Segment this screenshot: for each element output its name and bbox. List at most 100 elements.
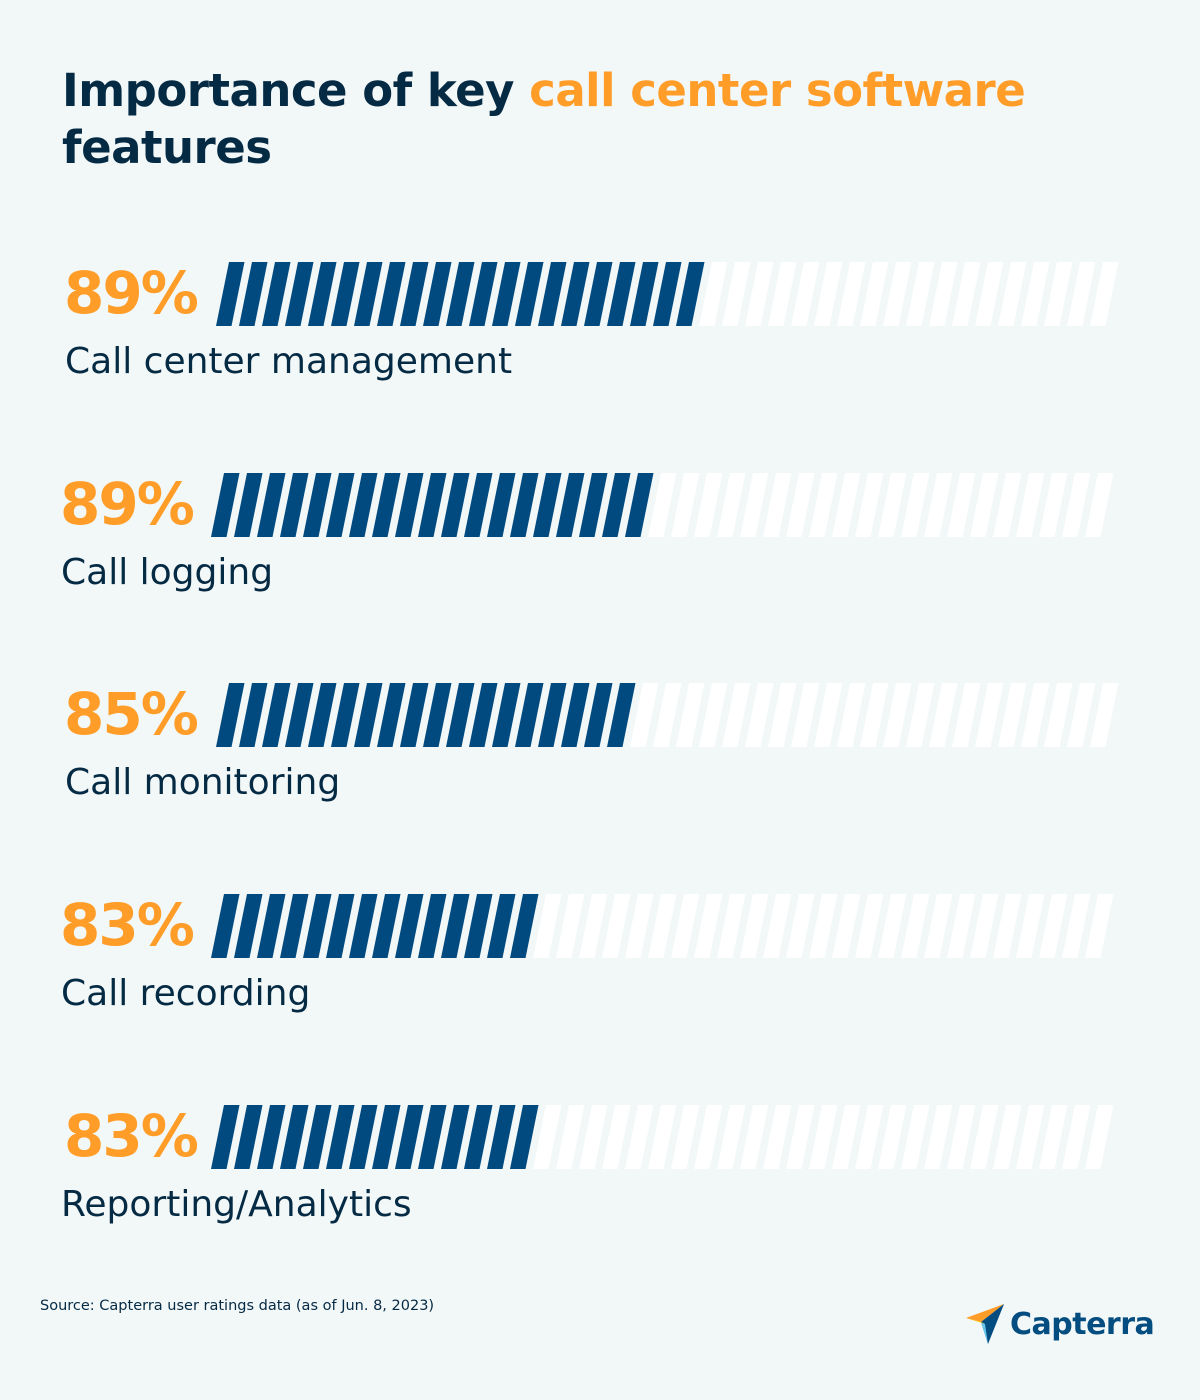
bar-segment-empty xyxy=(1044,683,1073,747)
bar-segment-filled xyxy=(492,262,521,326)
bar-segment-empty xyxy=(625,894,654,958)
bar-segment-filled xyxy=(418,894,447,958)
bar-segment-empty xyxy=(878,1105,907,1169)
bar-segment-empty xyxy=(694,473,723,537)
bar-segment-filled xyxy=(239,262,268,326)
bar-segment-empty xyxy=(878,894,907,958)
bar-segment-filled xyxy=(510,894,539,958)
feature-row: 85% Call monitoring xyxy=(0,680,1200,853)
segmented-bar xyxy=(211,894,1114,958)
bar-segment-filled xyxy=(584,262,613,326)
bar-segment-filled xyxy=(676,262,705,326)
bar-segment-empty xyxy=(717,894,746,958)
bar-segment-empty xyxy=(671,473,700,537)
bar-segment-empty xyxy=(602,894,631,958)
bar-segment-empty xyxy=(901,473,930,537)
bar-segment-filled xyxy=(441,1105,470,1169)
bar-segment-filled xyxy=(464,894,493,958)
bar-segment-empty xyxy=(763,894,792,958)
bar-segment-empty xyxy=(809,1105,838,1169)
feature-row: 89% Call center management xyxy=(0,259,1200,432)
bar-segment-empty xyxy=(860,683,889,747)
category-label: Call center management xyxy=(65,341,513,382)
bar-segment-filled xyxy=(625,473,654,537)
segmented-bar xyxy=(216,683,1119,747)
bar-segment-empty xyxy=(901,1105,930,1169)
bar-segment-empty xyxy=(1085,473,1114,537)
bar-segment-empty xyxy=(809,473,838,537)
bar-segment-filled xyxy=(234,1105,263,1169)
bar-segment-empty xyxy=(740,473,769,537)
capterra-arrow-icon xyxy=(966,1304,1004,1344)
bar-segment-filled xyxy=(464,473,493,537)
bar-segment-filled xyxy=(239,683,268,747)
bar-segment-empty xyxy=(533,1105,562,1169)
bar-segment-filled xyxy=(372,1105,401,1169)
bar-segment-empty xyxy=(1085,1105,1114,1169)
bar-segment-empty xyxy=(998,262,1027,326)
bar-segment-empty xyxy=(855,894,884,958)
bar-segment-empty xyxy=(1021,262,1050,326)
bar-segment-filled xyxy=(303,894,332,958)
bar-segment-filled xyxy=(234,894,263,958)
bar-segment-empty xyxy=(722,262,751,326)
value-label: 89% xyxy=(64,259,199,327)
bar-segment-filled xyxy=(395,894,424,958)
bar-segment-filled xyxy=(441,473,470,537)
bar-segment-empty xyxy=(768,262,797,326)
bar-segment-empty xyxy=(855,1105,884,1169)
bar-segment-empty xyxy=(860,262,889,326)
bar-segment-filled xyxy=(303,1105,332,1169)
bar-segment-empty xyxy=(786,894,815,958)
bar-segment-filled xyxy=(372,894,401,958)
bar-segment-filled xyxy=(400,683,429,747)
bar-segment-empty xyxy=(694,1105,723,1169)
bar-segment-filled xyxy=(653,262,682,326)
bar-segment-filled xyxy=(556,473,585,537)
bar-segment-filled xyxy=(487,473,516,537)
bar-segment-filled xyxy=(257,473,286,537)
bar-segment-empty xyxy=(1062,1105,1091,1169)
bar-segment-empty xyxy=(993,473,1022,537)
bar-segment-empty xyxy=(970,473,999,537)
bar-segment-empty xyxy=(740,1105,769,1169)
bar-segment-empty xyxy=(579,894,608,958)
bar-segment-empty xyxy=(745,683,774,747)
bar-segment-empty xyxy=(929,262,958,326)
bar-segment-empty xyxy=(653,683,682,747)
bar-segment-filled xyxy=(533,473,562,537)
bar-segment-empty xyxy=(998,683,1027,747)
bar-segment-empty xyxy=(947,1105,976,1169)
bar-segment-filled xyxy=(377,683,406,747)
category-label: Call recording xyxy=(61,973,311,1014)
bar-segment-filled xyxy=(510,473,539,537)
bar-segment-filled xyxy=(326,894,355,958)
bar-segment-filled xyxy=(308,262,337,326)
bar-segment-empty xyxy=(694,894,723,958)
bar-segment-empty xyxy=(1067,683,1096,747)
feature-row: 83% Reporting/Analytics xyxy=(0,1102,1200,1275)
bar-segment-empty xyxy=(556,894,585,958)
bar-segment-filled xyxy=(211,894,240,958)
bar-segment-empty xyxy=(832,473,861,537)
bar-segment-empty xyxy=(791,683,820,747)
bar-segment-empty xyxy=(1039,473,1068,537)
bar-segment-empty xyxy=(906,262,935,326)
bar-segment-empty xyxy=(814,262,843,326)
segmented-bar xyxy=(211,1105,1114,1169)
bar-segment-empty xyxy=(1021,683,1050,747)
bar-segment-filled xyxy=(372,473,401,537)
bar-segment-empty xyxy=(1090,262,1119,326)
bar-segment-filled xyxy=(469,262,498,326)
bar-segment-empty xyxy=(602,1105,631,1169)
segmented-bar xyxy=(211,473,1114,537)
bar-segment-empty xyxy=(814,683,843,747)
bar-segment-empty xyxy=(970,894,999,958)
bar-segment-empty xyxy=(832,894,861,958)
bar-segment-empty xyxy=(745,262,774,326)
bar-segment-filled xyxy=(285,262,314,326)
bar-segment-empty xyxy=(809,894,838,958)
bar-segment-empty xyxy=(625,1105,654,1169)
title-part-2: features xyxy=(62,121,272,174)
value-label: 89% xyxy=(60,470,195,538)
